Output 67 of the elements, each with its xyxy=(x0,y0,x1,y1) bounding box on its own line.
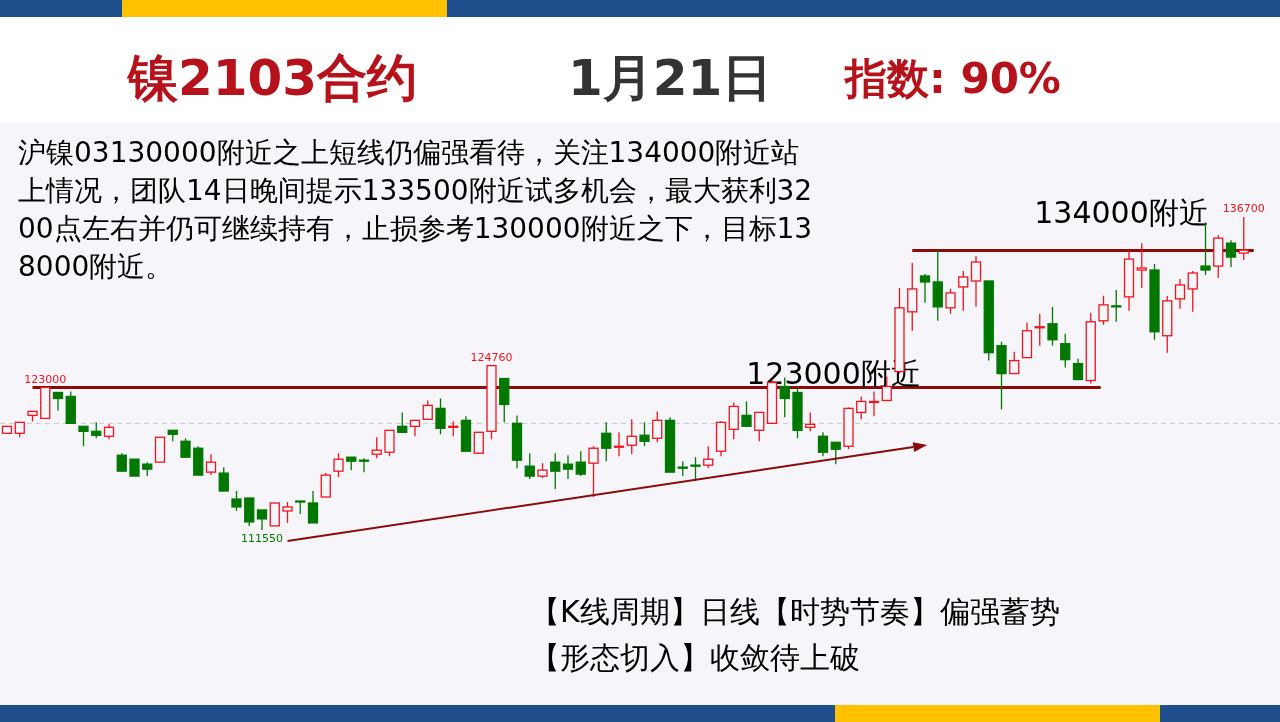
candlestick xyxy=(269,502,280,527)
candlestick xyxy=(218,466,229,492)
candlestick xyxy=(78,425,89,447)
candlestick xyxy=(244,497,255,527)
chart-subtitle: 1月21日 xyxy=(568,49,773,107)
candlestick xyxy=(626,418,637,455)
candlestick xyxy=(231,490,242,512)
text: 【形态切入】收敛待上破 xyxy=(530,640,860,675)
candlestick xyxy=(1174,278,1186,310)
candlestick xyxy=(550,452,561,490)
candlestick xyxy=(1136,242,1147,289)
candlestick xyxy=(945,288,956,315)
candlestick xyxy=(575,450,586,477)
candlestick xyxy=(1034,313,1045,347)
candlestick xyxy=(562,454,574,480)
candlestick xyxy=(205,453,217,476)
candlestick xyxy=(639,421,650,447)
text: 【K线周期】日线【时势节奏】偏强蓄势 xyxy=(530,594,1060,629)
ref-line-label: 134000附近 xyxy=(1034,194,1209,230)
candlestick xyxy=(856,395,867,421)
candlestick xyxy=(805,411,816,432)
candlestick xyxy=(868,390,880,418)
candlestick xyxy=(1047,306,1058,347)
candlestick xyxy=(524,452,535,480)
candlestick xyxy=(435,397,446,435)
candlestick xyxy=(1072,357,1084,381)
candlestick xyxy=(919,273,931,304)
candlestick xyxy=(397,411,408,433)
candlestick xyxy=(754,411,765,442)
candlestick xyxy=(333,452,344,478)
text: 指数: 90% xyxy=(843,54,1061,103)
candlestick xyxy=(1238,216,1249,261)
candlestick xyxy=(817,431,829,457)
candlestick xyxy=(703,445,714,469)
candlestick xyxy=(970,255,982,308)
candlestick xyxy=(1225,239,1237,268)
candlestick xyxy=(52,391,64,412)
candlestick xyxy=(958,270,969,312)
text: 136700 xyxy=(1222,202,1265,215)
candlestick xyxy=(384,429,395,457)
candlestick xyxy=(180,437,191,458)
candlestick xyxy=(1111,289,1122,323)
candlestick xyxy=(371,436,382,459)
candlestick xyxy=(320,472,331,498)
candlestick xyxy=(307,490,319,524)
candlestick xyxy=(422,399,433,421)
candlestick xyxy=(652,410,663,443)
candlestick xyxy=(613,431,625,457)
candlestick xyxy=(1187,270,1198,313)
candlestick xyxy=(358,457,370,473)
annotation: 沪镍03130000附近之上短线仍偏强看待，关注134000附近站上情况，团队14日晚间提示133500附近试多机会，最大获利3200点左右并仍可继续持有，止损参考130000附近之下，目标138000附近。 xyxy=(18,136,813,283)
candlestick xyxy=(1098,295,1109,326)
candlestick xyxy=(1060,333,1071,369)
text: 124760 xyxy=(470,350,513,364)
candlestick xyxy=(588,445,599,498)
candlestick xyxy=(1009,351,1020,375)
candlestick xyxy=(473,431,484,454)
candlestick xyxy=(728,401,739,440)
candlestick xyxy=(907,262,918,332)
candlestick xyxy=(601,421,612,462)
candlestick xyxy=(830,441,841,465)
text: 111550 xyxy=(241,532,283,545)
chart-title: 镍2103合约 xyxy=(126,49,418,107)
candlestick xyxy=(282,501,293,524)
text: 123000 xyxy=(24,372,67,386)
candlestick xyxy=(741,400,752,427)
candlestick xyxy=(256,509,268,531)
